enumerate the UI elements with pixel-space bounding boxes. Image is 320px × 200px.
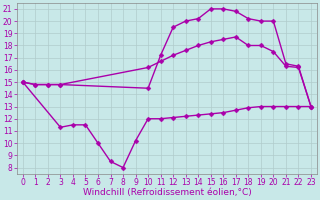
X-axis label: Windchill (Refroidissement éolien,°C): Windchill (Refroidissement éolien,°C) (83, 188, 251, 197)
